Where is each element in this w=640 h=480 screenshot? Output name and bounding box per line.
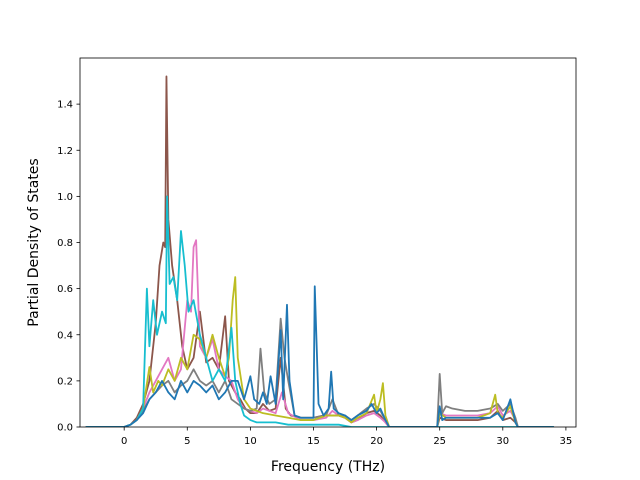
x-axis-label: Frequency (THz) <box>271 459 385 475</box>
series-line-6 <box>85 285 555 427</box>
y-axis-label: Partial Density of States <box>26 158 42 326</box>
x-tick-label: 20 <box>370 436 383 447</box>
y-axis-ticks: 0.0 0.2 0.4 0.6 0.8 1.0 1.2 1.4 <box>57 100 80 434</box>
x-axis-ticks: 0 5 10 15 20 25 30 35 <box>121 427 572 447</box>
y-tick-label: 1.2 <box>57 146 73 157</box>
x-tick-label: 15 <box>307 436 320 447</box>
series-line-1 <box>85 75 555 427</box>
x-tick-label: 0 <box>121 436 127 447</box>
y-tick-label: 0.0 <box>57 423 73 434</box>
y-tick-label: 0.2 <box>57 376 73 387</box>
series-layer <box>85 75 555 427</box>
x-tick-label: 10 <box>244 436 257 447</box>
y-tick-label: 0.4 <box>57 330 73 341</box>
y-tick-label: 1.4 <box>57 100 73 111</box>
x-tick-label: 25 <box>433 436 446 447</box>
y-tick-label: 1.0 <box>57 192 73 203</box>
x-tick-label: 35 <box>560 436 573 447</box>
y-tick-label: 0.6 <box>57 284 73 295</box>
series-line-5 <box>85 195 555 427</box>
x-tick-label: 30 <box>496 436 509 447</box>
y-tick-label: 0.8 <box>57 238 73 249</box>
x-tick-label: 5 <box>184 436 190 447</box>
